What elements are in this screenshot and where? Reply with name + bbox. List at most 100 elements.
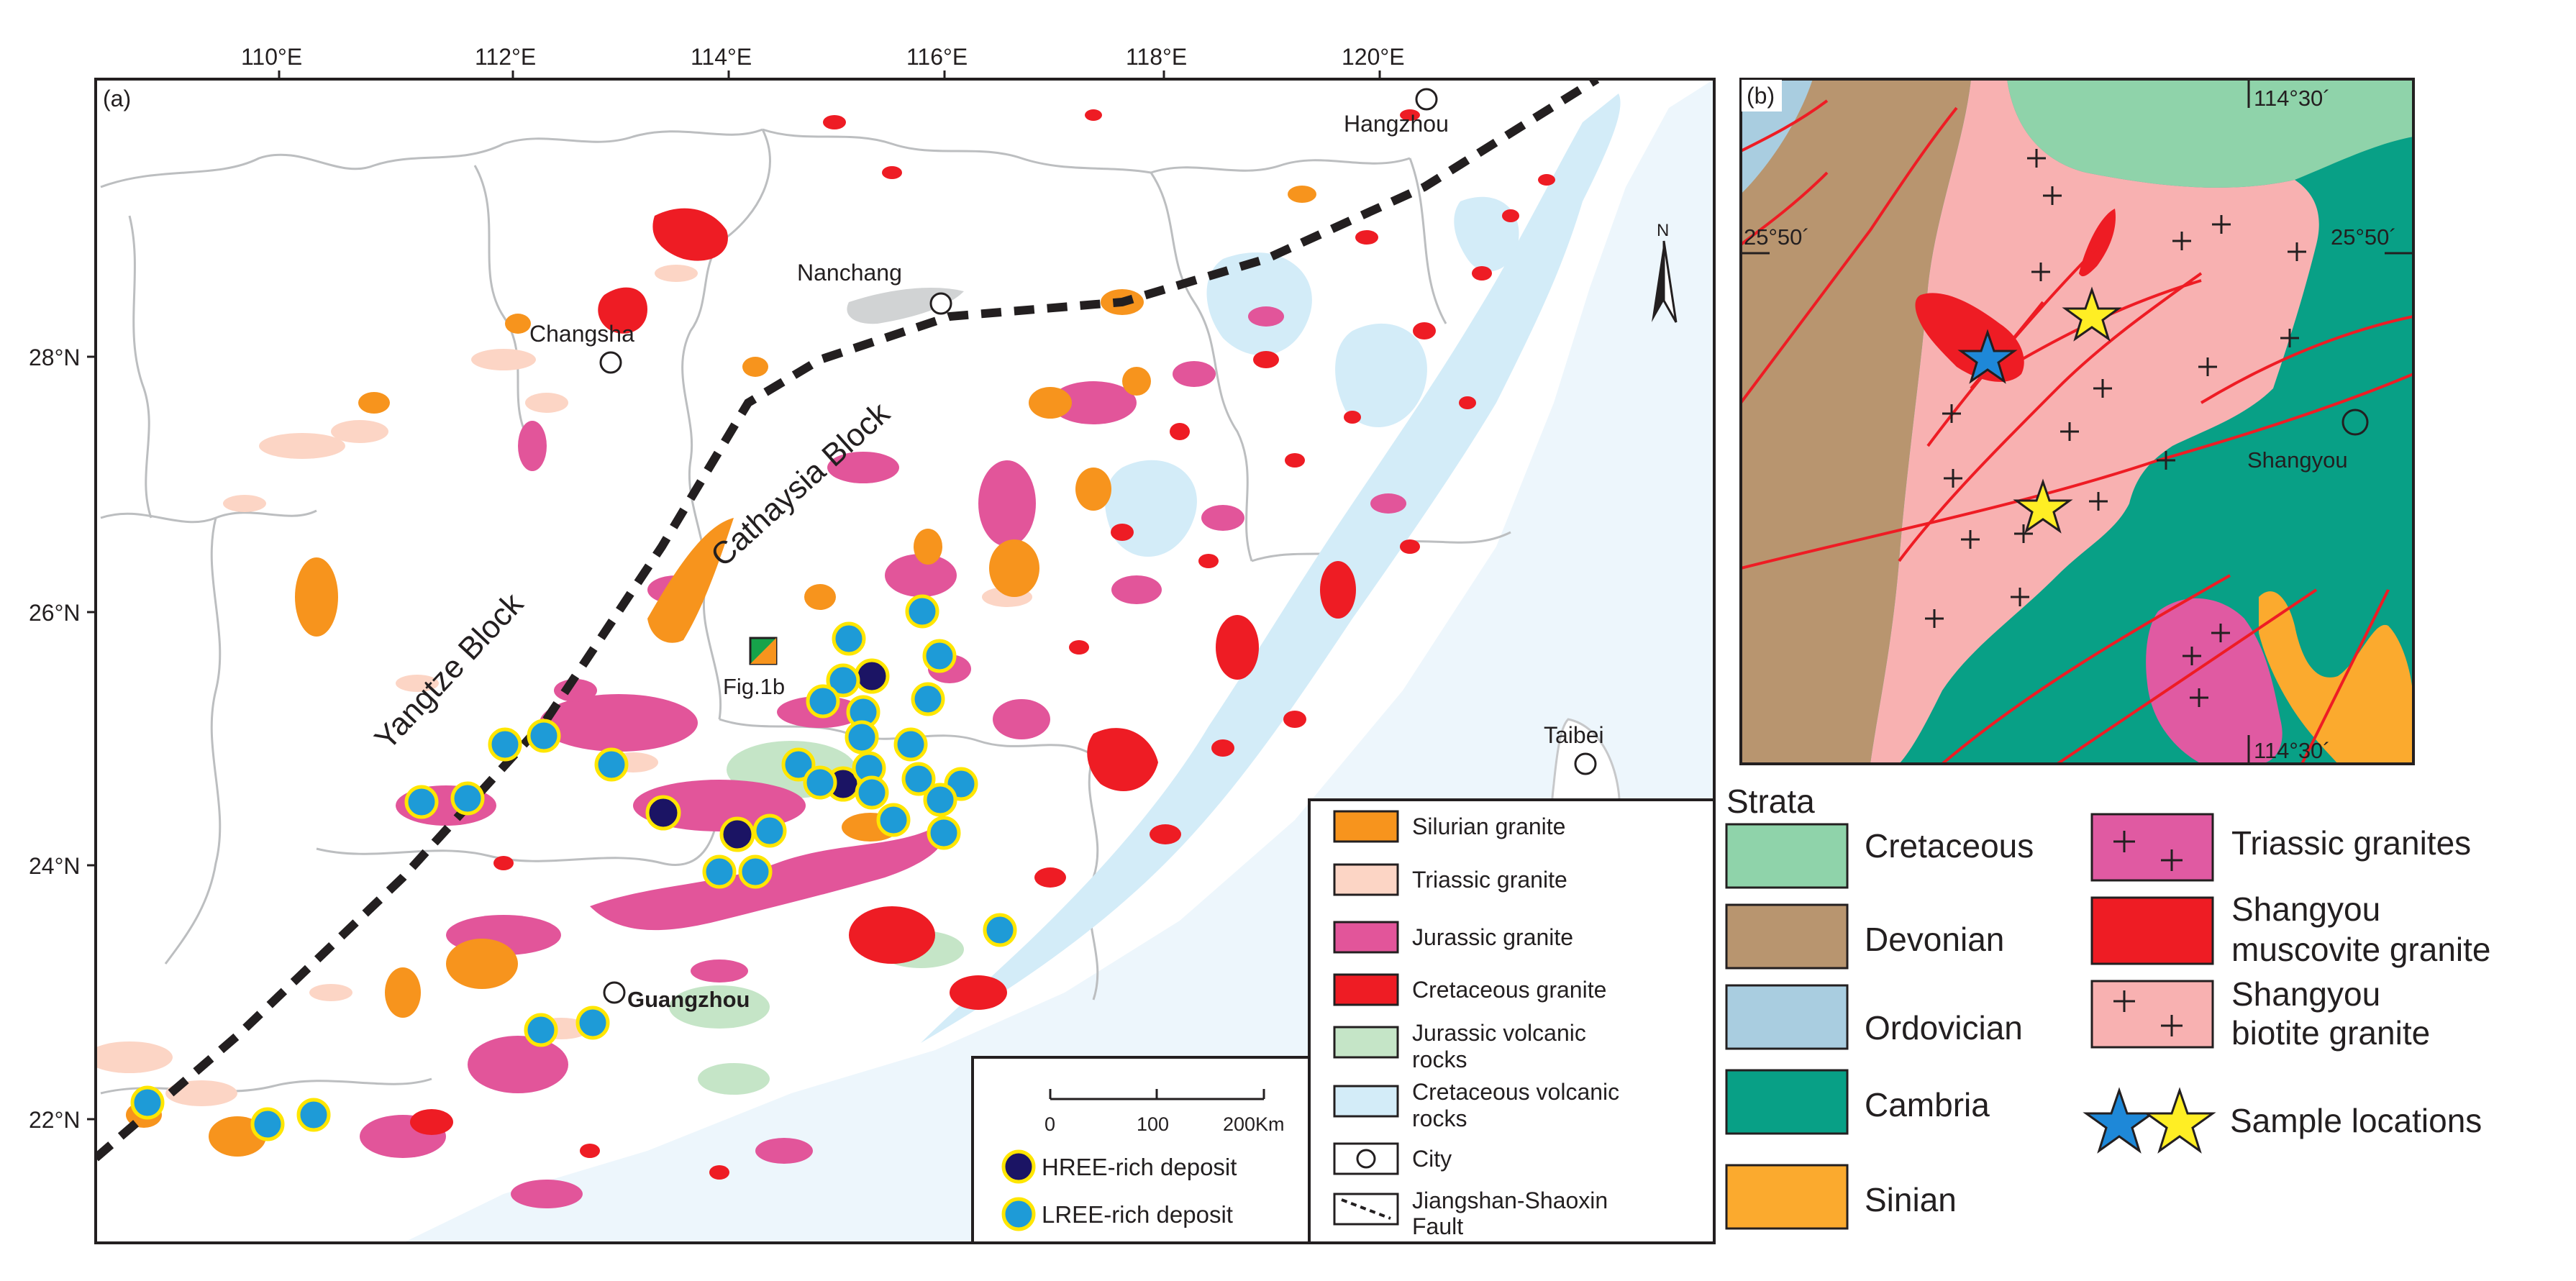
panel-b-border (1739, 78, 2415, 765)
deposit-legend-box (971, 1056, 1311, 1243)
lree-deposit (922, 639, 957, 673)
lree-deposit (296, 1098, 331, 1132)
swatch-triassic-granites (2090, 813, 2214, 882)
scale-tick-100: 100 (1137, 1113, 1169, 1135)
blue-star-icon (1957, 329, 2018, 384)
hree-legend-swatch (1001, 1149, 1036, 1184)
label-sinian: Sinian (1865, 1181, 1957, 1218)
lree-deposit (845, 720, 879, 755)
scale-tick-0: 0 (1044, 1113, 1055, 1135)
rock-legend: Silurian granite Triassic granite Jurass… (1333, 810, 1619, 1239)
lree-deposit (806, 684, 840, 719)
legend-label-silurian: Silurian granite (1412, 813, 1565, 839)
lree-deposit (832, 621, 866, 656)
lree-deposit (911, 682, 945, 716)
lat-label-right: 25°50´ (2331, 224, 2397, 250)
panel-b-label-bg (1742, 80, 1782, 111)
lat-tick-24: 24°N (29, 853, 81, 879)
lon-tick-120: 120°E (1342, 44, 1405, 70)
legend-label-fault-1: Jiangshan-Shaoxin (1412, 1187, 1608, 1213)
granite-plus-symbols (1925, 149, 2306, 707)
lree-deposit (404, 785, 439, 819)
lree-deposit (781, 747, 816, 782)
legend-swatch-fault (1333, 1193, 1399, 1226)
muscovite-granite-dyke (2079, 209, 2116, 277)
city-guangzhou-marker (603, 981, 626, 1004)
lon-tick-114: 114°E (691, 44, 752, 70)
lree-deposit (876, 803, 911, 837)
legend-label-cretaceous: Cretaceous granite (1412, 977, 1606, 1003)
swatch-cretaceous (1725, 823, 1849, 889)
cretaceous-volcanic-rocks (921, 94, 1621, 1043)
lon-tick-116: 116°E (906, 44, 968, 70)
label-biotite-granite-2: biotite granite (2231, 1014, 2430, 1052)
legend-swatch-jurassic-volcanic (1333, 1026, 1399, 1059)
lon-label-bottom: 114°30´ (2254, 738, 2331, 763)
lree-legend-label: LREE-rich deposit (1042, 1201, 1233, 1228)
lree-deposit (901, 762, 936, 796)
strata-title: Strata (1726, 783, 1815, 820)
scale-tick-200: 200Km (1223, 1113, 1285, 1135)
label-muscovite-granite-1: Shangyou (2231, 890, 2380, 928)
panel-a-label: (a) (103, 86, 131, 111)
triassic-granite (96, 265, 1032, 1106)
legend-swatch-jurassic (1333, 921, 1399, 954)
legend-swatch-cretaceous (1333, 973, 1399, 1006)
lree-deposit (927, 816, 961, 850)
lree-deposit (250, 1107, 285, 1141)
legend-swatch-cretaceous-volcanic (1333, 1085, 1399, 1118)
lree-deposit (905, 594, 939, 629)
panel-b-faults (1741, 99, 2413, 764)
hree-legend-label: HREE-rich deposit (1042, 1154, 1237, 1180)
panel-b-label: (b) (1747, 83, 1775, 109)
blue-star-icon (2083, 1087, 2156, 1154)
city-taibei-marker (1574, 752, 1597, 775)
lat-tick-26: 26°N (29, 600, 81, 626)
lree-deposit (702, 854, 737, 889)
legend-label-jurassic: Jurassic granite (1412, 924, 1573, 950)
swatch-muscovite-granite (2090, 896, 2214, 965)
legend-label-triassic: Triassic granite (1412, 867, 1567, 893)
lon-tick-118: 118°E (1126, 44, 1187, 70)
lree-deposit (738, 854, 773, 889)
legend-swatch-triassic (1333, 863, 1399, 896)
city-guangzhou: Guangzhou (627, 987, 750, 1012)
lon-ticks (278, 70, 1381, 79)
panel-a-map: Fig.1b Hangzhou Nanchang Changsha Taibei… (29, 44, 1716, 1244)
jiangshan-shaoxin-fault (96, 79, 1600, 1162)
city-nanchang-marker (929, 292, 952, 315)
legend-label-cretaceous-volcanic-1: Cretaceous volcanic (1412, 1079, 1619, 1105)
legend-label-jurassic-volcanic-1: Jurassic volcanic (1412, 1020, 1586, 1046)
lat-tick-28: 28°N (29, 345, 81, 370)
scale-bar: 0 100 200Km (1044, 1089, 1285, 1135)
lon-tick-110: 110°E (241, 44, 302, 70)
svg-text:N: N (1657, 221, 1669, 240)
panel-b-map: Shangyou 114°30´ 114°30´ 25°50´ 25°50´ (… (1739, 78, 2415, 765)
strata-legend: Strata Cretaceous Devonian Ordovician Ca… (1725, 783, 2491, 1230)
city-nanchang: Nanchang (797, 260, 902, 286)
sinian-unit (2259, 591, 2413, 764)
swatch-devonian (1725, 903, 1849, 970)
label-cambria: Cambria (1865, 1086, 1990, 1123)
panel-a-border (94, 78, 1716, 1244)
lree-deposit (527, 719, 561, 753)
city-hangzhou-marker (1415, 88, 1438, 111)
lree-deposit (752, 813, 787, 848)
lree-deposit (983, 913, 1017, 947)
label-ordovician: Ordovician (1865, 1009, 2023, 1047)
lree-deposit (803, 765, 837, 800)
biotite-granite-unit (1870, 79, 2319, 764)
north-arrow-icon: N (1652, 221, 1678, 323)
swatch-ordovician (1725, 984, 1849, 1050)
label-biotite-granite-1: Shangyou (2231, 975, 2380, 1013)
fig1b-marker-half (750, 638, 776, 664)
yellow-star-icon (2013, 478, 2073, 534)
lat-tick-22: 22°N (29, 1107, 81, 1133)
lree-deposit (130, 1085, 165, 1120)
lree-deposit (893, 727, 928, 762)
cretaceous-granite (410, 109, 1555, 1180)
legend-label-jurassic-volcanic-2: rocks (1412, 1047, 1467, 1072)
label-sample-locations: Sample locations (2230, 1102, 2482, 1139)
city-hangzhou: Hangzhou (1344, 111, 1449, 137)
